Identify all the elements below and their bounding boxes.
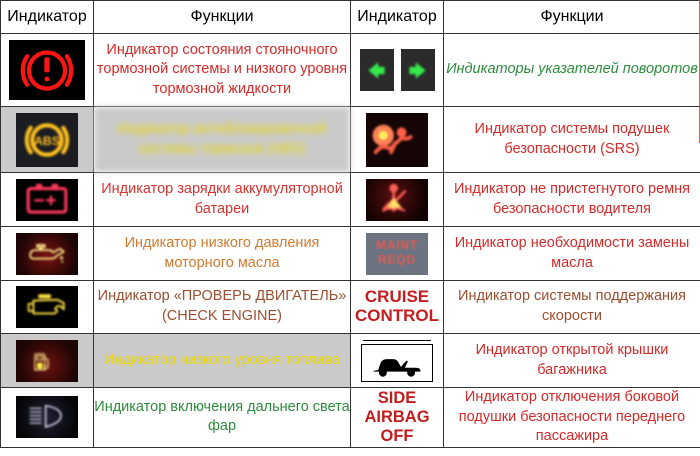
svg-text:REQD: REQD: [378, 252, 416, 266]
svg-text:MAINT: MAINT: [376, 238, 418, 252]
svg-text:ABS: ABS: [34, 133, 60, 147]
